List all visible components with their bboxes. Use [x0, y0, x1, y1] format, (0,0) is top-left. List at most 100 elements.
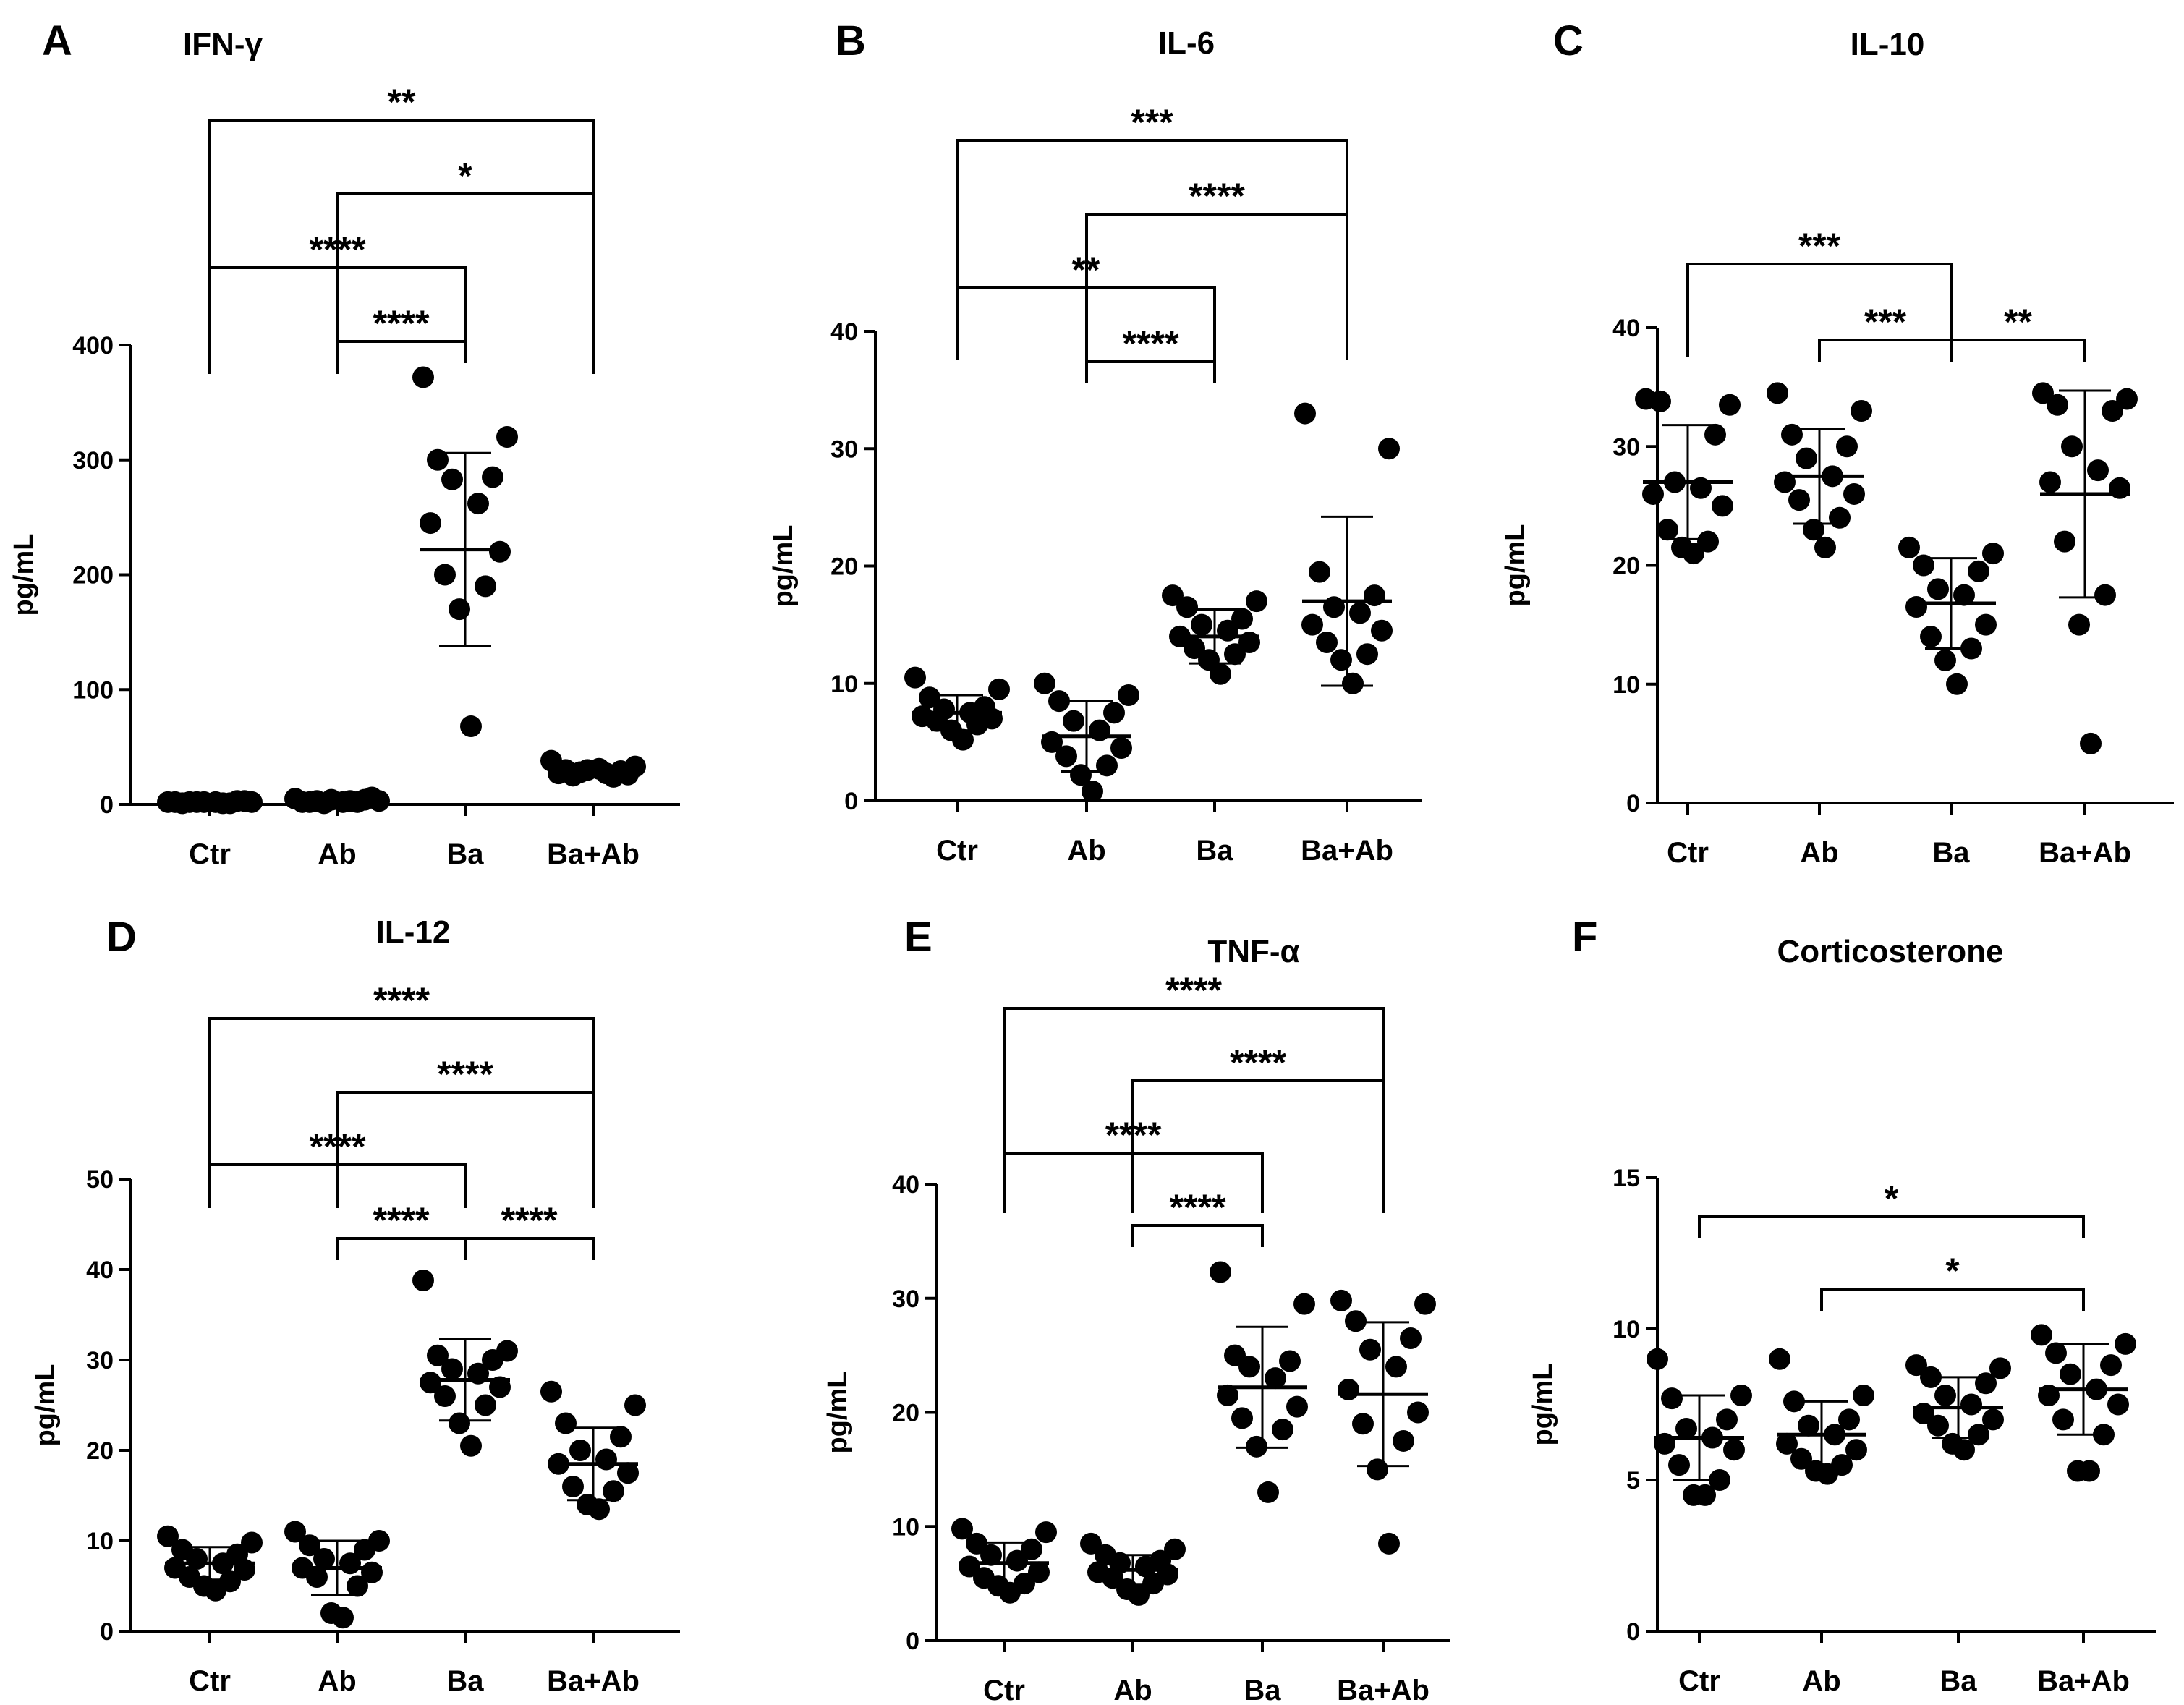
data-point — [1338, 1378, 1359, 1400]
y-tick-label: 15 — [1612, 1165, 1640, 1192]
significance-label: ** — [2004, 302, 2032, 342]
significance-bracket — [1131, 1079, 1385, 1213]
data-point — [2032, 382, 2054, 404]
data-point — [1851, 399, 1872, 422]
data-point — [904, 666, 926, 689]
data-point — [1946, 673, 1968, 695]
y-tick-label: 20 — [86, 1437, 114, 1465]
data-point — [1767, 382, 1788, 404]
significance-label: *** — [1131, 102, 1173, 143]
data-point — [988, 678, 1010, 700]
data-point — [441, 468, 463, 490]
data-point — [1063, 710, 1084, 732]
panel-title: TNF-α — [1207, 934, 1299, 969]
significance-label: *** — [1864, 302, 1907, 342]
data-point — [1934, 649, 1956, 671]
data-point — [1697, 530, 1719, 553]
data-point — [1838, 1408, 1860, 1431]
data-point — [1162, 584, 1184, 607]
data-point — [1712, 495, 1733, 517]
x-tick-label: Ab — [318, 1665, 356, 1697]
significance-bracket — [1818, 339, 1953, 362]
data-point — [1035, 1521, 1057, 1544]
y-tick-label: 20 — [830, 553, 858, 581]
data-point — [540, 1380, 562, 1403]
data-point — [603, 1480, 624, 1502]
data-point — [1293, 1293, 1315, 1315]
x-tick-label: Ctr — [983, 1675, 1025, 1705]
data-point — [2068, 613, 2090, 636]
data-point — [1853, 1384, 1874, 1406]
data-point — [624, 1394, 646, 1416]
data-point — [1414, 1293, 1436, 1315]
significance-label: **** — [1189, 176, 1245, 216]
significance-label: * — [458, 156, 472, 196]
y-tick-label: 10 — [1612, 671, 1640, 699]
significance-bracket — [1686, 263, 1953, 357]
data-point — [1694, 1484, 1716, 1506]
data-point — [1006, 1549, 1028, 1572]
y-tick-label: 20 — [892, 1400, 919, 1427]
data-point — [999, 1581, 1021, 1604]
data-point — [952, 728, 974, 751]
data-point — [919, 686, 940, 709]
data-point — [1349, 602, 1371, 624]
data-point — [1359, 1338, 1381, 1361]
data-point — [1309, 561, 1330, 583]
panel-letter: A — [42, 17, 72, 64]
data-point — [1790, 1447, 1812, 1470]
significance-bracket — [1085, 360, 1216, 383]
data-point — [1968, 560, 1989, 582]
data-point — [1246, 590, 1267, 613]
significance-label: ** — [1072, 250, 1100, 290]
panel-title: IFN-γ — [183, 27, 263, 62]
significance-bracket — [956, 286, 1216, 360]
data-point — [1265, 1367, 1286, 1390]
y-tick-label: 300 — [72, 447, 114, 475]
data-point — [2087, 459, 2109, 482]
significance-label: **** — [1105, 1115, 1162, 1155]
data-point — [1905, 595, 1927, 618]
data-point — [1913, 554, 1934, 577]
data-point — [1803, 519, 1824, 541]
data-point — [427, 448, 449, 471]
data-point — [610, 1426, 632, 1448]
data-point — [1975, 1372, 1997, 1395]
panel-title: Corticosterone — [1777, 934, 2004, 969]
y-tick-label: 100 — [72, 676, 114, 704]
panel-f: F Corticosterone pg/mL 0 5 10 15 Ctr Ab Ba Ba+A… — [1528, 914, 2156, 1697]
y-tick-label: 0 — [100, 1618, 114, 1646]
y-tick-label: 5 — [1626, 1467, 1640, 1494]
y-tick-label: 200 — [72, 562, 114, 590]
x-tick-label: Ba — [446, 838, 484, 870]
y-axis-label: pg/mL — [823, 1372, 853, 1454]
data-point — [1783, 1390, 1805, 1413]
data-point — [1082, 781, 1103, 803]
panel-title: IL-6 — [1158, 25, 1215, 61]
data-point — [1647, 1348, 1668, 1370]
data-point — [1096, 754, 1118, 777]
significance-bracket — [1698, 1215, 2085, 1238]
data-point — [1704, 423, 1726, 446]
panel-letter: F — [1572, 914, 1597, 961]
significance-label: **** — [1165, 970, 1222, 1011]
data-point — [1953, 1439, 1975, 1461]
y-axis-label: pg/mL — [1528, 1364, 1558, 1446]
data-point — [980, 1544, 1002, 1566]
significance-bracket — [208, 266, 467, 374]
panel-letter: D — [106, 914, 137, 961]
data-point — [1110, 736, 1132, 759]
data-point — [1657, 519, 1678, 541]
data-point — [569, 1440, 591, 1461]
y-tick-label: 10 — [892, 1513, 919, 1541]
significance-bracket — [1003, 1007, 1385, 1213]
data-point — [1920, 626, 1942, 648]
significance-label: *** — [1798, 226, 1841, 266]
data-point — [354, 1539, 375, 1561]
data-point — [1367, 1458, 1388, 1481]
data-point — [205, 1579, 226, 1602]
data-point — [1128, 1583, 1150, 1606]
